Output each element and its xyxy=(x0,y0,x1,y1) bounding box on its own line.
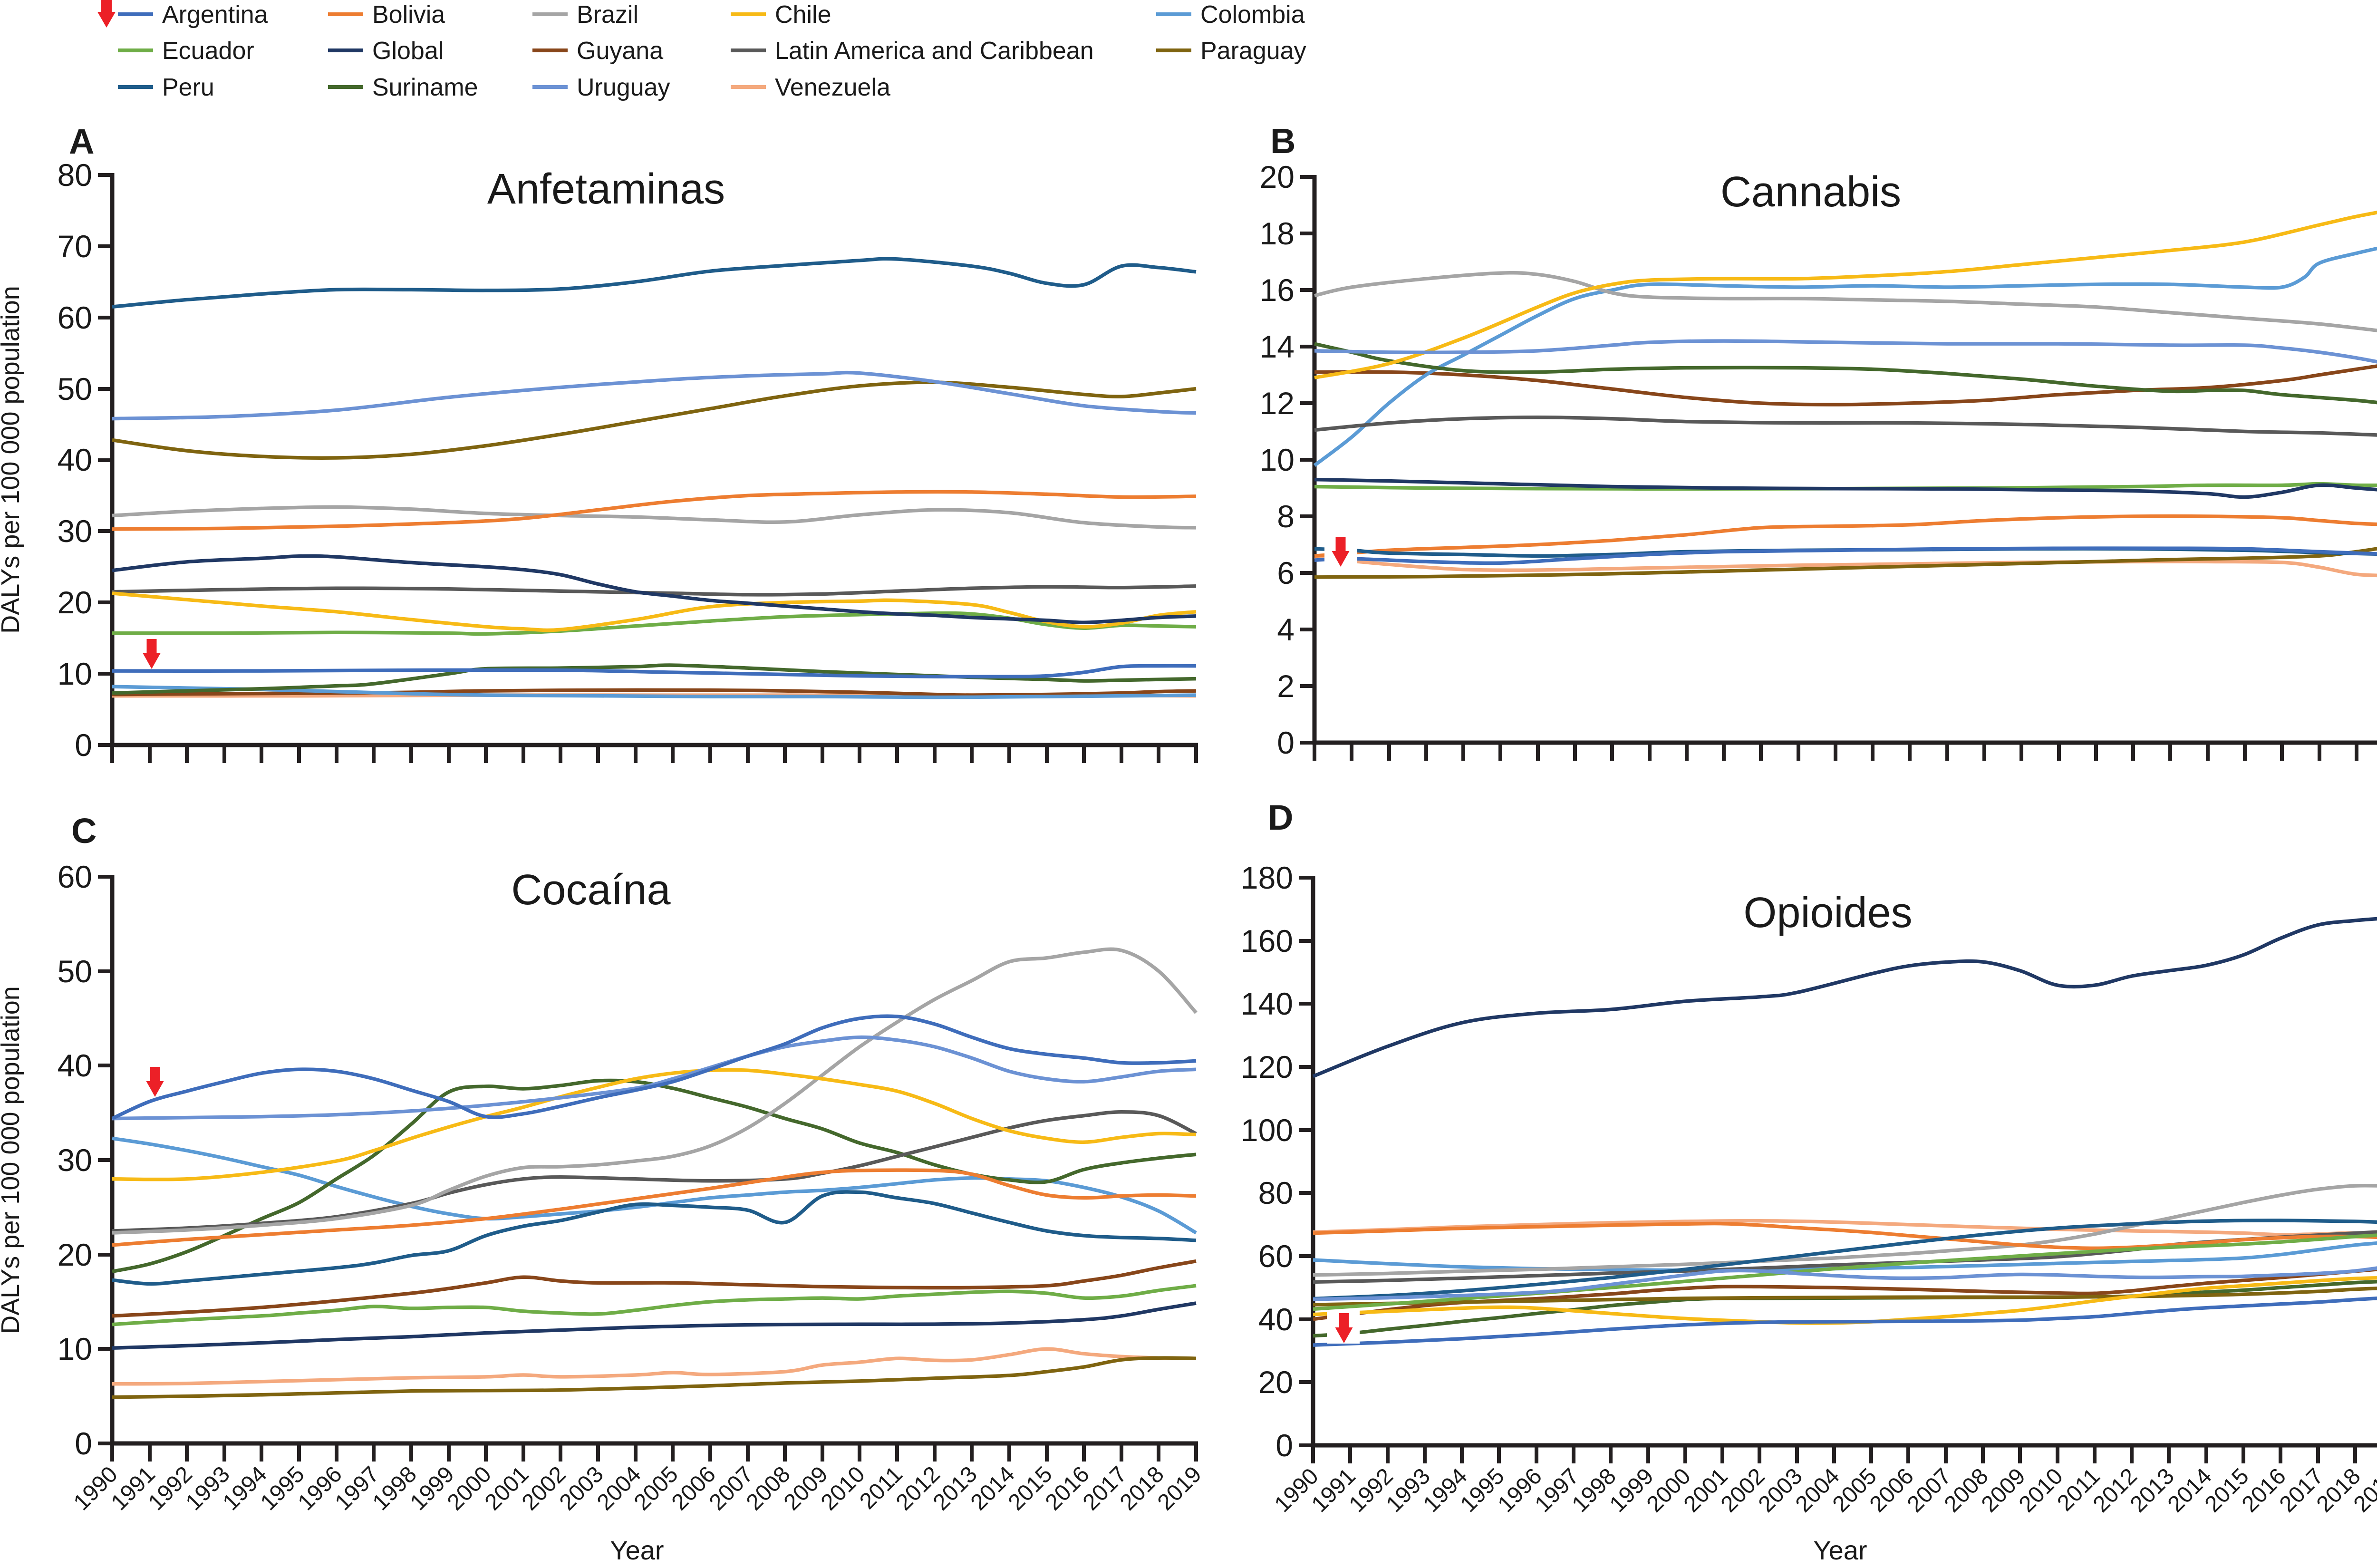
svg-text:60: 60 xyxy=(58,300,92,335)
svg-text:140: 140 xyxy=(1241,986,1293,1021)
svg-text:Colombia: Colombia xyxy=(1200,1,1305,29)
svg-text:C: C xyxy=(71,811,97,851)
svg-text:Global: Global xyxy=(372,37,444,65)
svg-text:0: 0 xyxy=(75,727,92,763)
svg-text:A: A xyxy=(69,122,94,161)
svg-text:14: 14 xyxy=(1260,329,1295,364)
svg-text:20: 20 xyxy=(58,585,92,620)
svg-text:160: 160 xyxy=(1241,923,1293,958)
svg-text:B: B xyxy=(1270,121,1295,161)
svg-text:DALYs per 100 000 population: DALYs per 100 000 population xyxy=(0,286,25,634)
svg-text:0: 0 xyxy=(1277,725,1295,760)
svg-text:Chile: Chile xyxy=(775,1,831,29)
svg-text:Year: Year xyxy=(610,1535,664,1565)
svg-text:16: 16 xyxy=(1260,272,1295,308)
svg-text:12: 12 xyxy=(1260,386,1295,421)
svg-text:Paraguay: Paraguay xyxy=(1200,37,1306,65)
svg-text:Suriname: Suriname xyxy=(372,74,478,101)
svg-text:0: 0 xyxy=(75,1426,92,1461)
svg-text:30: 30 xyxy=(58,513,92,549)
svg-text:Guyana: Guyana xyxy=(577,37,663,65)
svg-text:180: 180 xyxy=(1241,860,1293,895)
svg-text:80: 80 xyxy=(58,157,92,193)
svg-text:20: 20 xyxy=(1260,159,1295,194)
svg-text:70: 70 xyxy=(58,229,92,264)
svg-text:Brazil: Brazil xyxy=(577,1,638,29)
svg-text:80: 80 xyxy=(1258,1175,1293,1210)
svg-text:20: 20 xyxy=(1258,1365,1293,1400)
svg-text:Bolivia: Bolivia xyxy=(372,1,445,29)
svg-text:8: 8 xyxy=(1277,499,1295,534)
svg-text:Argentina: Argentina xyxy=(162,1,268,29)
svg-text:2: 2 xyxy=(1277,668,1295,704)
svg-text:Ecuador: Ecuador xyxy=(162,37,254,65)
svg-text:6: 6 xyxy=(1277,555,1295,590)
svg-text:30: 30 xyxy=(58,1142,92,1178)
svg-text:20: 20 xyxy=(58,1237,92,1272)
svg-text:Year: Year xyxy=(1813,1535,1867,1565)
svg-text:60: 60 xyxy=(58,859,92,894)
svg-text:4: 4 xyxy=(1277,612,1295,647)
svg-text:120: 120 xyxy=(1241,1049,1293,1084)
svg-text:D: D xyxy=(1268,798,1293,837)
svg-text:Cannabis: Cannabis xyxy=(1720,168,1901,216)
svg-text:Opioides: Opioides xyxy=(1743,889,1912,937)
svg-text:60: 60 xyxy=(1258,1239,1293,1274)
svg-text:Uruguay: Uruguay xyxy=(577,74,670,101)
svg-text:10: 10 xyxy=(58,1331,92,1366)
svg-text:40: 40 xyxy=(58,442,92,477)
svg-text:50: 50 xyxy=(58,371,92,407)
svg-text:0: 0 xyxy=(1275,1428,1293,1463)
svg-text:100: 100 xyxy=(1241,1113,1293,1148)
svg-text:Anfetaminas: Anfetaminas xyxy=(487,165,725,213)
svg-text:Venezuela: Venezuela xyxy=(775,74,890,101)
svg-text:Cocaína: Cocaína xyxy=(511,866,671,914)
svg-text:Latin America and Caribbean: Latin America and Caribbean xyxy=(775,37,1094,65)
svg-text:18: 18 xyxy=(1260,216,1295,251)
svg-text:40: 40 xyxy=(58,1048,92,1083)
svg-text:40: 40 xyxy=(1258,1302,1293,1337)
svg-text:10: 10 xyxy=(58,656,92,691)
svg-text:10: 10 xyxy=(1260,442,1295,477)
svg-text:50: 50 xyxy=(58,954,92,989)
svg-text:Peru: Peru xyxy=(162,74,214,101)
svg-text:DALYs per 100 000 population: DALYs per 100 000 population xyxy=(0,986,25,1334)
